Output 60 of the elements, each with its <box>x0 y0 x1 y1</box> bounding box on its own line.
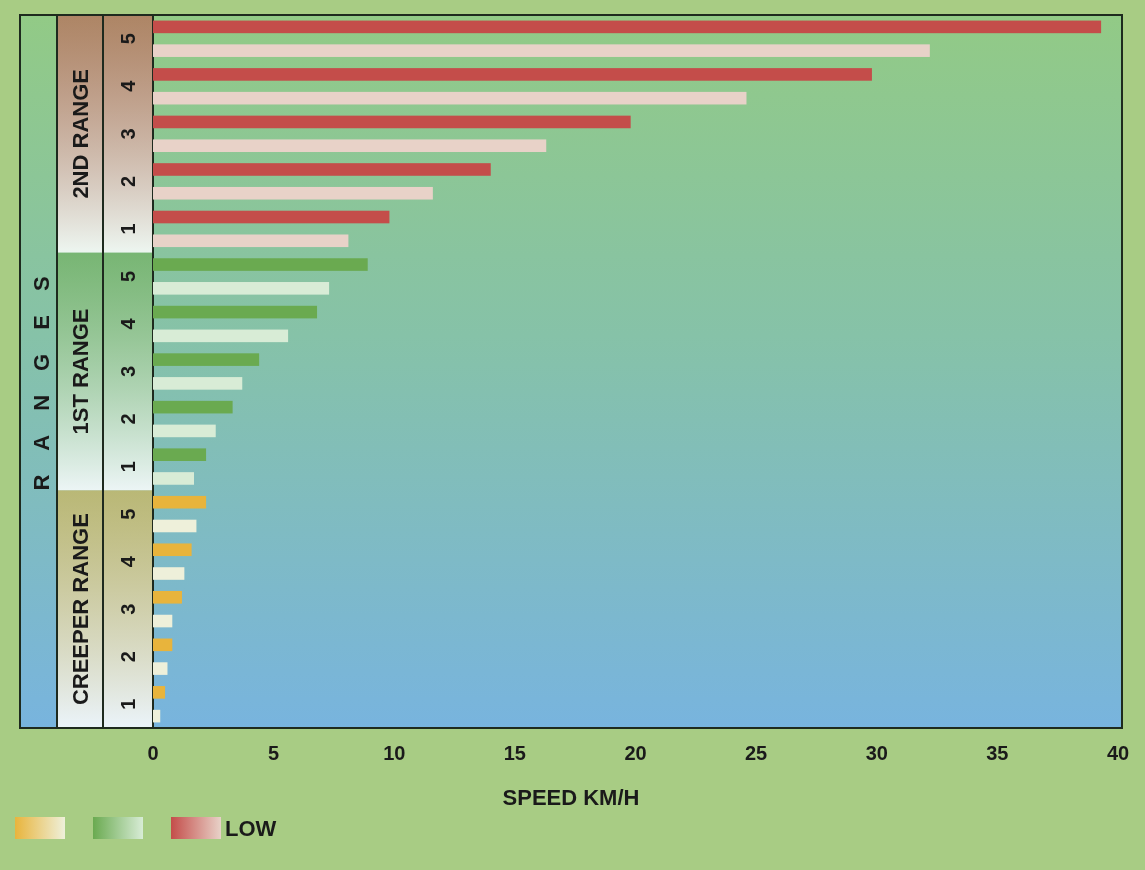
y-tick-label: 2 <box>117 651 139 663</box>
x-tick-label: 5 <box>268 742 280 764</box>
bar <box>153 115 631 129</box>
text: CREEPER RANGE <box>67 513 93 706</box>
y-tick-label: 3 <box>117 365 139 378</box>
x-tick-label: 0 <box>147 742 159 764</box>
bar <box>153 258 368 271</box>
bar <box>153 590 182 604</box>
bar <box>153 543 192 557</box>
legend-label: LOW <box>225 815 277 841</box>
bar <box>153 139 547 153</box>
bar <box>153 210 390 224</box>
bar <box>153 163 491 176</box>
x-tick-label: 10 <box>383 742 406 764</box>
x-axis-title: SPEED KM/H <box>502 785 640 810</box>
x-tick-label: 40 <box>1106 742 1130 764</box>
bar <box>153 186 433 200</box>
bar <box>153 91 747 105</box>
bar <box>153 44 930 57</box>
y-tick-label: 4 <box>117 79 139 92</box>
bar <box>153 662 168 675</box>
bar <box>153 353 260 366</box>
y-axis-title: RANGES <box>28 252 53 491</box>
bar <box>153 614 173 628</box>
bar <box>153 638 173 652</box>
y-tick-label: 5 <box>117 270 139 282</box>
x-tick-label: 20 <box>624 742 647 764</box>
text: 2ND RANGE <box>67 69 93 199</box>
x-tick-label: 15 <box>503 742 526 764</box>
bar <box>153 20 1102 34</box>
y-tick-label: 2 <box>117 413 139 425</box>
y-tick-label: 4 <box>117 317 139 330</box>
x-tick-label: 30 <box>865 742 888 764</box>
y-tick-label: 5 <box>117 33 139 45</box>
text: 1ST RANGE <box>67 308 93 435</box>
bar <box>153 234 349 248</box>
bar <box>153 282 330 295</box>
bar <box>153 472 195 485</box>
bar <box>153 567 185 580</box>
bar <box>153 448 207 461</box>
bar <box>153 400 233 414</box>
y-tick-label: 3 <box>117 128 139 140</box>
bar <box>153 709 161 723</box>
y-tick-label: 4 <box>117 555 139 568</box>
bar <box>153 329 289 343</box>
bar <box>153 495 207 509</box>
bar <box>153 424 216 438</box>
x-tick-label: 35 <box>986 742 1009 764</box>
bar <box>153 519 197 533</box>
y-tick-label: 1 <box>117 223 139 235</box>
bar <box>153 377 243 390</box>
bar <box>153 68 872 81</box>
x-tick-label: 25 <box>745 742 768 764</box>
y-tick-label: 3 <box>117 603 139 615</box>
y-tick-label: 1 <box>117 461 139 473</box>
y-tick-label: 2 <box>117 175 139 187</box>
bar <box>153 305 318 319</box>
y-tick-label: 5 <box>117 508 139 520</box>
y-tick-label: 1 <box>117 698 139 710</box>
bar <box>153 686 166 699</box>
